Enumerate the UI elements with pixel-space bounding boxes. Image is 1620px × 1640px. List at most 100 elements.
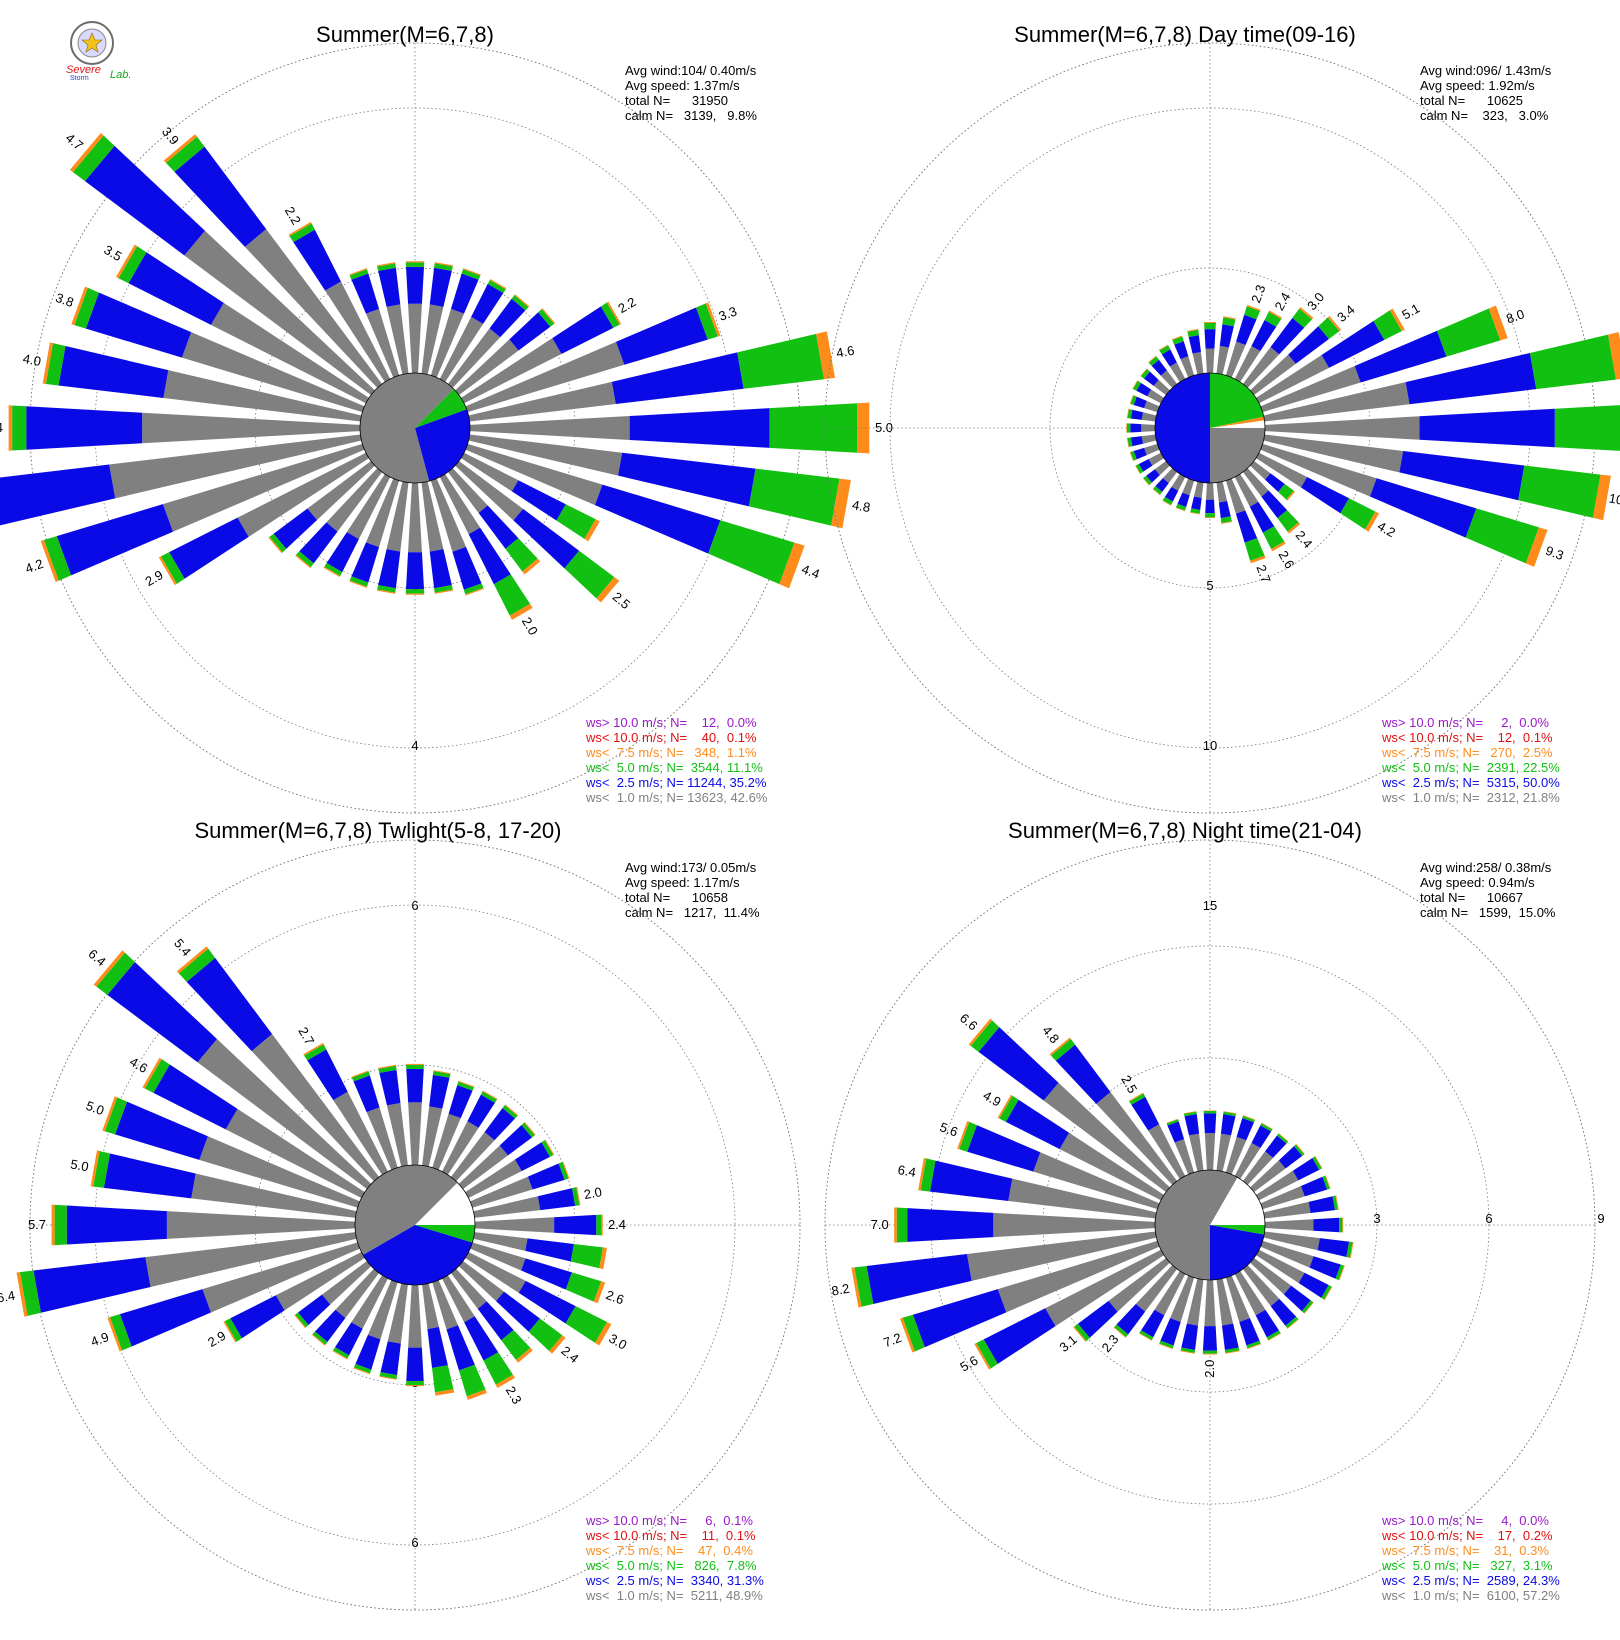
legend-entry: ws< 2.5 m/s; N= 11244, 35.2%	[585, 775, 767, 790]
petal-segment	[1172, 336, 1184, 345]
petal-segment	[1251, 1125, 1272, 1148]
petal-segment	[894, 1207, 897, 1243]
petal-segment	[1126, 408, 1129, 419]
petal-segment	[912, 1289, 1007, 1348]
petal-value-label: 4.6	[835, 343, 855, 361]
calm-sector	[415, 1182, 475, 1225]
petal-segment	[1223, 1111, 1237, 1114]
petal-segment	[1218, 500, 1231, 519]
petal-segment	[275, 1252, 365, 1311]
petal-segment	[1130, 423, 1142, 433]
petal-segment	[831, 478, 851, 529]
petal-segment	[896, 1207, 908, 1243]
petal-segment	[45, 343, 66, 386]
petal-segment	[576, 1186, 581, 1206]
legend-entry: ws< 2.5 m/s; N= 5315, 50.0%	[1381, 775, 1560, 790]
legend-entry: ws< 1.0 m/s; N= 5211, 48.9%	[585, 1588, 763, 1603]
petal-segment	[554, 1214, 597, 1236]
stats-line: total N= 10667	[1420, 890, 1523, 905]
calm-circle	[1154, 372, 1266, 484]
petal-segment	[1246, 1340, 1261, 1349]
petal-segment	[1204, 1279, 1216, 1327]
petal-segment	[1349, 1242, 1354, 1259]
petal-segment	[439, 474, 481, 535]
petal-segment	[1175, 507, 1186, 512]
petal-segment	[1225, 478, 1246, 514]
petal-segment	[1294, 1144, 1305, 1156]
petal-segment	[1354, 330, 1447, 383]
petal-segment	[496, 1291, 540, 1332]
petal-segment	[596, 1214, 602, 1236]
petal-segment	[1177, 492, 1190, 507]
petal-segment	[483, 1352, 514, 1385]
petal-segment	[993, 1212, 1156, 1238]
petal-segment	[1116, 1303, 1146, 1335]
petal-segment	[66, 1205, 167, 1245]
petal-segment	[509, 603, 533, 620]
petal-segment	[1312, 1156, 1322, 1170]
petal-segment	[467, 1094, 496, 1128]
petal-value-label: 3.5	[101, 242, 124, 264]
petal-segment	[465, 1252, 526, 1293]
petal-segment	[1268, 310, 1283, 319]
petal-segment	[178, 948, 216, 982]
legend-entry: ws< 5.0 m/s; N= 826, 7.8%	[585, 1558, 757, 1573]
panel-title: Summer(M=6,7,8) Day time(09-16)	[1014, 22, 1356, 47]
petal-segment	[1050, 1038, 1076, 1061]
petal-segment	[461, 269, 481, 280]
petal-segment	[119, 1289, 211, 1347]
petal-segment	[1108, 1257, 1170, 1312]
petal-segment	[1244, 538, 1265, 561]
petal-segment	[43, 536, 72, 581]
petal-segment	[1250, 460, 1271, 480]
petal-segment	[1077, 1300, 1118, 1338]
petal-segment	[335, 1268, 380, 1319]
petal-segment	[408, 482, 422, 553]
petal-segment	[482, 1090, 498, 1100]
petal-segment	[1265, 473, 1285, 492]
petal-segment	[349, 580, 368, 588]
petal-segment	[1130, 451, 1137, 461]
petal-segment	[1148, 1124, 1186, 1179]
petal-segment	[1190, 508, 1201, 514]
petal-segment	[1148, 356, 1159, 366]
logo-storm-text: Storm	[70, 75, 89, 82]
petal-segment	[296, 551, 314, 568]
petal-segment	[160, 552, 185, 584]
petal-segment	[1465, 508, 1540, 564]
petal-segment	[1299, 307, 1314, 320]
petal-segment	[1169, 362, 1186, 382]
petal-segment	[406, 1381, 424, 1386]
petal-segment	[552, 306, 614, 355]
petal-segment	[1321, 1284, 1332, 1300]
petal-segment	[118, 246, 147, 284]
petal-segment	[169, 517, 249, 579]
petal-segment	[1161, 349, 1177, 367]
petal-segment	[521, 1258, 573, 1290]
petal-segment	[1216, 481, 1228, 503]
petal-segment	[1203, 1113, 1217, 1134]
calm-sector	[359, 372, 454, 483]
petal-segment	[288, 221, 312, 237]
petal-segment	[1303, 1302, 1314, 1314]
petal-segment	[1220, 1114, 1236, 1136]
petal-segment	[1278, 1133, 1289, 1142]
petal-value-label: 5.7	[28, 1217, 46, 1232]
petal-value-label: 2.5	[1118, 1073, 1140, 1096]
petal-segment	[1144, 400, 1160, 413]
petal-segment	[1205, 499, 1215, 514]
petal-segment	[484, 1107, 516, 1141]
petal-segment	[408, 1284, 422, 1348]
petal-segment	[434, 1389, 455, 1396]
petal-segment	[1270, 1298, 1297, 1326]
petal-segment	[1164, 486, 1179, 502]
petal-segment	[461, 452, 519, 492]
petal-segment	[1191, 496, 1202, 510]
petal-segment	[1129, 1093, 1146, 1105]
petal-segment	[1159, 345, 1171, 355]
petal-segment	[1202, 1326, 1218, 1351]
petal-segment	[85, 292, 192, 358]
ring-label: 5	[1206, 578, 1213, 593]
petal-segment	[303, 1042, 324, 1056]
petal-segment	[1216, 345, 1229, 375]
